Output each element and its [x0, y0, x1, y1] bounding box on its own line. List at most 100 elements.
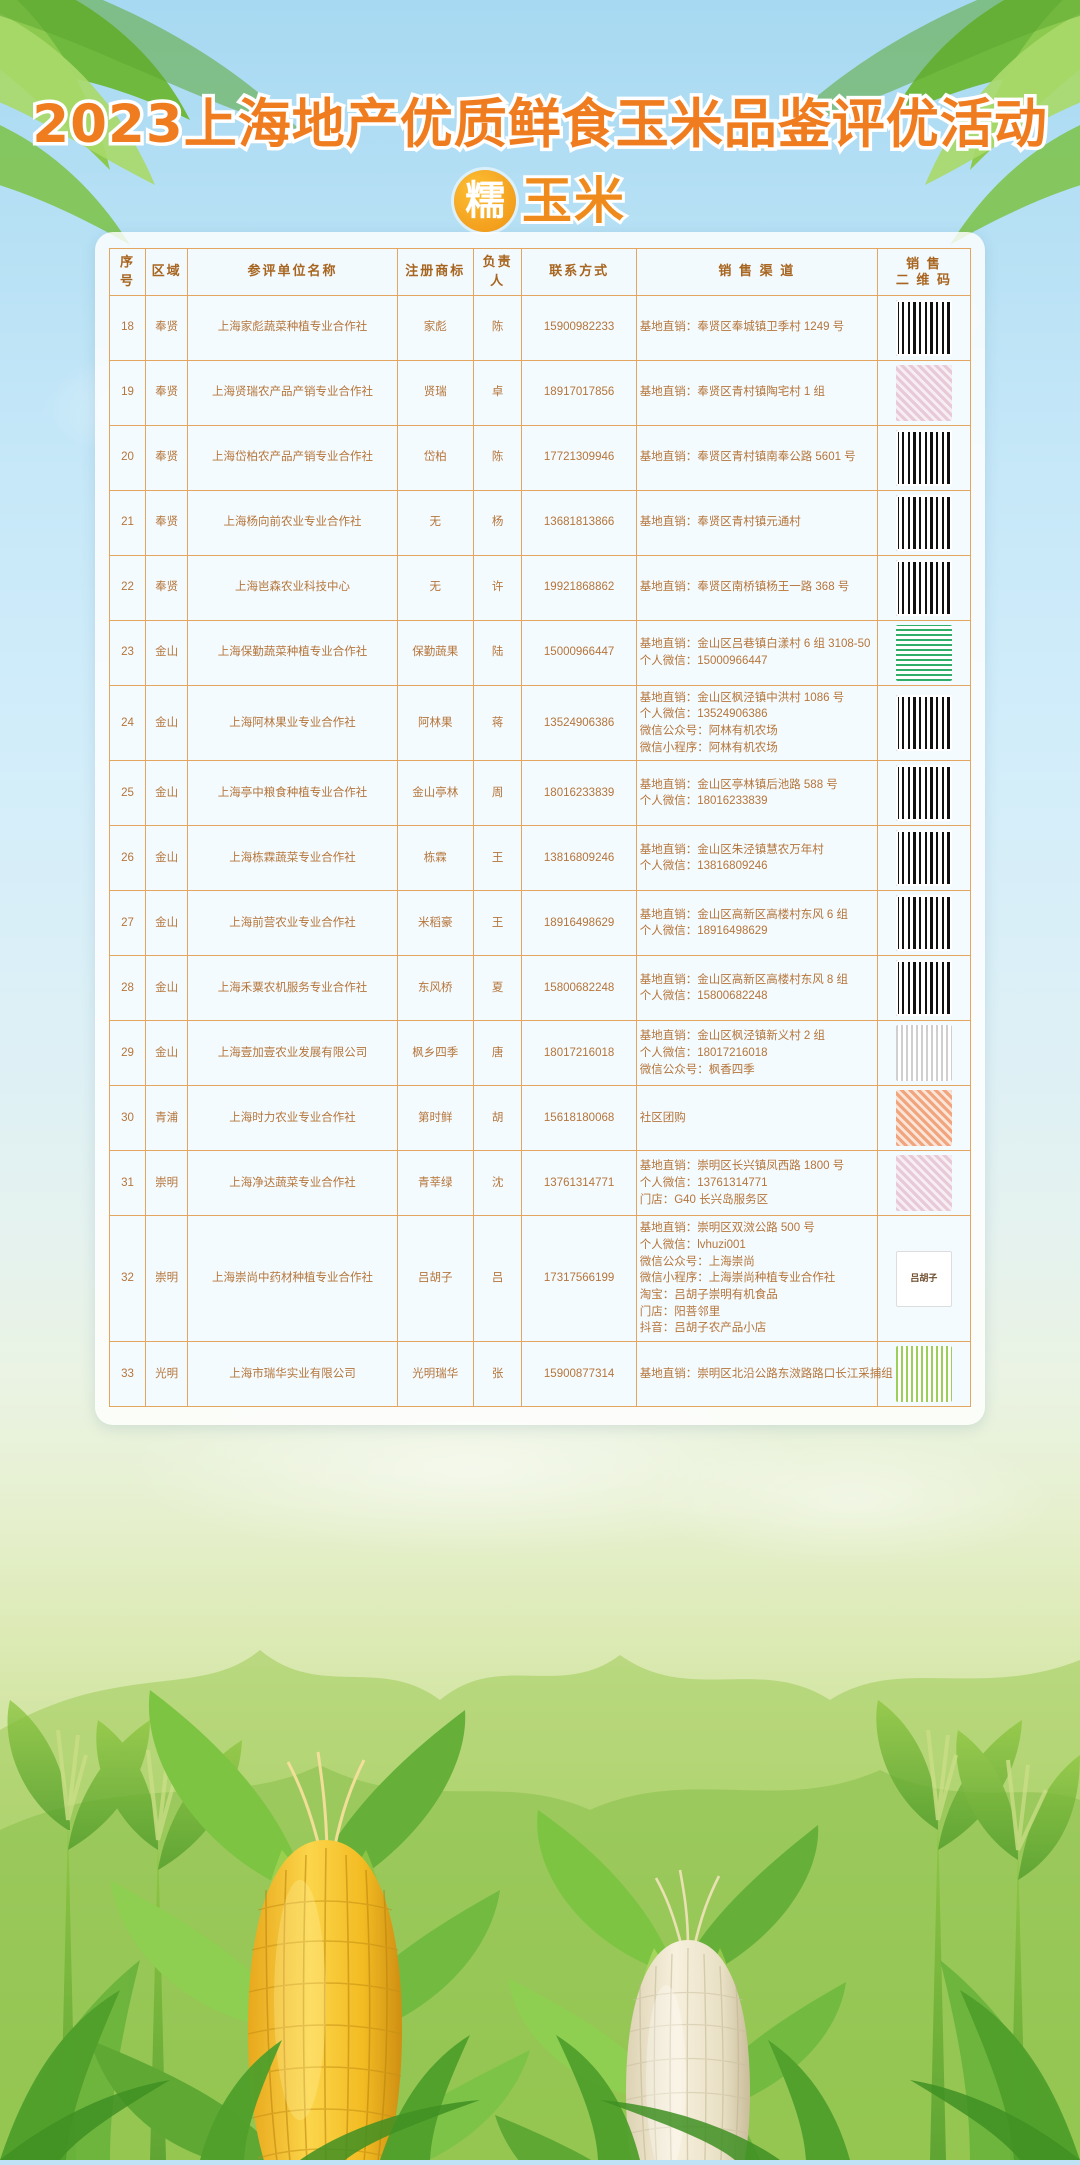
cell-qrcode[interactable]	[876, 1020, 972, 1087]
cell-qrcode[interactable]	[876, 890, 972, 957]
channel-line: 基地直销：奉贤区南桥镇杨王一路 368 号	[639, 581, 850, 594]
qr-code-image[interactable]	[895, 895, 952, 952]
cell-qrcode[interactable]	[876, 424, 972, 491]
qr-code-image[interactable]	[895, 1090, 952, 1147]
cell-area: 金山	[144, 1020, 189, 1087]
channel-line: 微信公众号：阿林有机农场	[639, 725, 778, 738]
cell-trademark: 保勤蔬果	[396, 619, 474, 686]
cell-contact: 15618180068	[521, 1085, 637, 1152]
channel-line: 基地直销：金山区枫泾镇新义村 2 组	[639, 1030, 825, 1043]
qr-code-image[interactable]	[895, 960, 952, 1017]
table-row: 29 金山 上海壹加壹农业发展有限公司 枫乡四季唐 18017216018 基地直销：金山…	[109, 1020, 972, 1087]
table-row: 28 金山 上海禾粟农机服务专业合作社 东风桥夏 15800682248 基地直销：金山区…	[109, 955, 972, 1022]
cell-qrcode[interactable]	[876, 955, 972, 1022]
corn-field-illustration	[0, 1400, 1080, 2165]
cell-unit: 上海杨向前农业专业合作社	[187, 489, 398, 556]
qr-code-image[interactable]	[895, 494, 952, 551]
qr-code-image[interactable]	[895, 1155, 952, 1212]
col-header-channel: 销 售 渠 道	[635, 248, 878, 296]
qr-code-image[interactable]	[895, 830, 952, 887]
cell-qrcode[interactable]	[876, 554, 972, 621]
qr-code-image[interactable]	[895, 299, 952, 356]
cell-index: 25	[109, 760, 146, 827]
cell-index: 29	[109, 1020, 146, 1087]
cell-trademark: 东风桥	[396, 955, 474, 1022]
brand-logo: 糯 玉米	[0, 170, 1080, 233]
col-header-trademark: 注册商标	[396, 248, 474, 296]
cell-area: 金山	[144, 890, 189, 957]
cell-owner: 许	[472, 554, 523, 621]
cell-unit: 上海前营农业专业合作社	[187, 890, 398, 957]
cell-index: 22	[109, 554, 146, 621]
channel-line: 基地直销：金山区高新区高楼村东风 6 组	[639, 908, 848, 921]
cell-contact: 15800682248	[521, 955, 637, 1022]
logo-text-yumi: 玉米	[519, 172, 627, 231]
cell-index: 23	[109, 619, 146, 686]
cell-qrcode[interactable]	[876, 825, 972, 892]
cell-qrcode[interactable]	[876, 619, 972, 686]
cell-qrcode[interactable]: 吕胡子	[876, 1215, 972, 1343]
cell-contact: 15900982233	[521, 294, 637, 361]
col-header-contact: 联系方式	[521, 248, 637, 296]
cell-qrcode[interactable]	[876, 294, 972, 361]
cell-channel: 社区团购	[635, 1085, 878, 1152]
cell-qrcode[interactable]	[876, 760, 972, 827]
channel-line: 个人微信：15000966447	[639, 654, 768, 667]
col-header-qrcode: 销 售 二 维 码	[876, 248, 972, 296]
channel-line: 基地直销：奉贤区青村镇陶宅村 1 组	[639, 386, 825, 399]
cell-unit: 上海保勤蔬菜种植专业合作社	[187, 619, 398, 686]
page-title: 2023上海地产优质鲜食玉米品鉴评优活动	[29, 92, 1051, 158]
cell-unit: 上海栋霖蔬菜专业合作社	[187, 825, 398, 892]
cell-contact: 17721309946	[521, 424, 637, 491]
qr-code-image[interactable]	[895, 1025, 952, 1082]
cell-qrcode[interactable]	[876, 359, 972, 426]
channel-line: 个人微信：lvhuzi001	[639, 1239, 746, 1252]
channel-line: 抖音：吕胡子农产品小店	[639, 1322, 767, 1335]
channel-line: 微信公众号：上海崇尚	[639, 1255, 755, 1268]
cell-area: 金山	[144, 955, 189, 1022]
cell-area: 青浦	[144, 1085, 189, 1152]
cell-qrcode[interactable]	[876, 1150, 972, 1217]
cell-owner: 王	[472, 890, 523, 957]
col-header-qrcode-line2: 二 维 码	[895, 271, 953, 287]
cell-owner: 胡	[472, 1085, 523, 1152]
cell-channel: 基地直销：金山区吕巷镇白漾村 6 组 3108-50 个人微信：150009664…	[635, 619, 878, 686]
channel-line: 个人微信：18016233839	[639, 795, 768, 808]
cell-qrcode[interactable]	[876, 1341, 972, 1408]
cell-trademark: 阿林果	[396, 684, 474, 762]
cell-trademark: 家彪	[396, 294, 474, 361]
cell-area: 金山	[144, 619, 189, 686]
cell-contact: 17317566199	[521, 1215, 637, 1343]
cloud-decoration	[640, 1430, 1060, 1570]
qr-code-image[interactable]: 吕胡子	[895, 1250, 952, 1307]
channel-line: 个人微信：18916498629	[639, 925, 768, 938]
cell-unit: 上海时力农业专业合作社	[187, 1085, 398, 1152]
col-header-unit: 参评单位名称	[187, 248, 398, 296]
cell-contact: 15000966447	[521, 619, 637, 686]
cell-owner: 王	[472, 825, 523, 892]
cell-qrcode[interactable]	[876, 489, 972, 556]
cell-unit: 上海崇尚中药材种植专业合作社	[187, 1215, 398, 1343]
cell-unit: 上海亭中粮食种植专业合作社	[187, 760, 398, 827]
cell-qrcode[interactable]	[876, 684, 972, 762]
table-row: 24 金山 上海阿林果业专业合作社 阿林果蒋 13524906386 基地直销：金山区枫泾…	[109, 684, 972, 762]
cell-trademark: 贤瑞	[396, 359, 474, 426]
qr-code-image[interactable]	[895, 364, 952, 421]
channel-line: 基地直销：崇明区长兴镇凤西路 1800 号	[639, 1160, 845, 1173]
cell-index: 21	[109, 489, 146, 556]
qr-code-image[interactable]	[895, 624, 952, 681]
cell-area: 金山	[144, 825, 189, 892]
cell-channel: 基地直销：奉贤区奉城镇卫季村 1249 号	[635, 294, 878, 361]
cell-unit: 上海阿林果业专业合作社	[187, 684, 398, 762]
channel-line: 基地直销：奉贤区青村镇元通村	[639, 516, 801, 529]
table-row: 25 金山 上海亭中粮食种植专业合作社 金山亭林周 18016233839 基地直销：金山…	[109, 760, 972, 827]
qr-code-image[interactable]	[895, 429, 952, 486]
qr-code-image[interactable]	[895, 765, 952, 822]
channel-line: 微信小程序：上海崇尚种植专业合作社	[639, 1272, 836, 1285]
qr-code-image[interactable]	[895, 695, 952, 752]
qr-code-image[interactable]	[895, 1346, 952, 1403]
cell-qrcode[interactable]	[876, 1085, 972, 1152]
col-header-owner: 负责人	[472, 248, 523, 296]
channel-line: 个人微信：13761314771	[639, 1177, 768, 1190]
qr-code-image[interactable]	[895, 559, 952, 616]
